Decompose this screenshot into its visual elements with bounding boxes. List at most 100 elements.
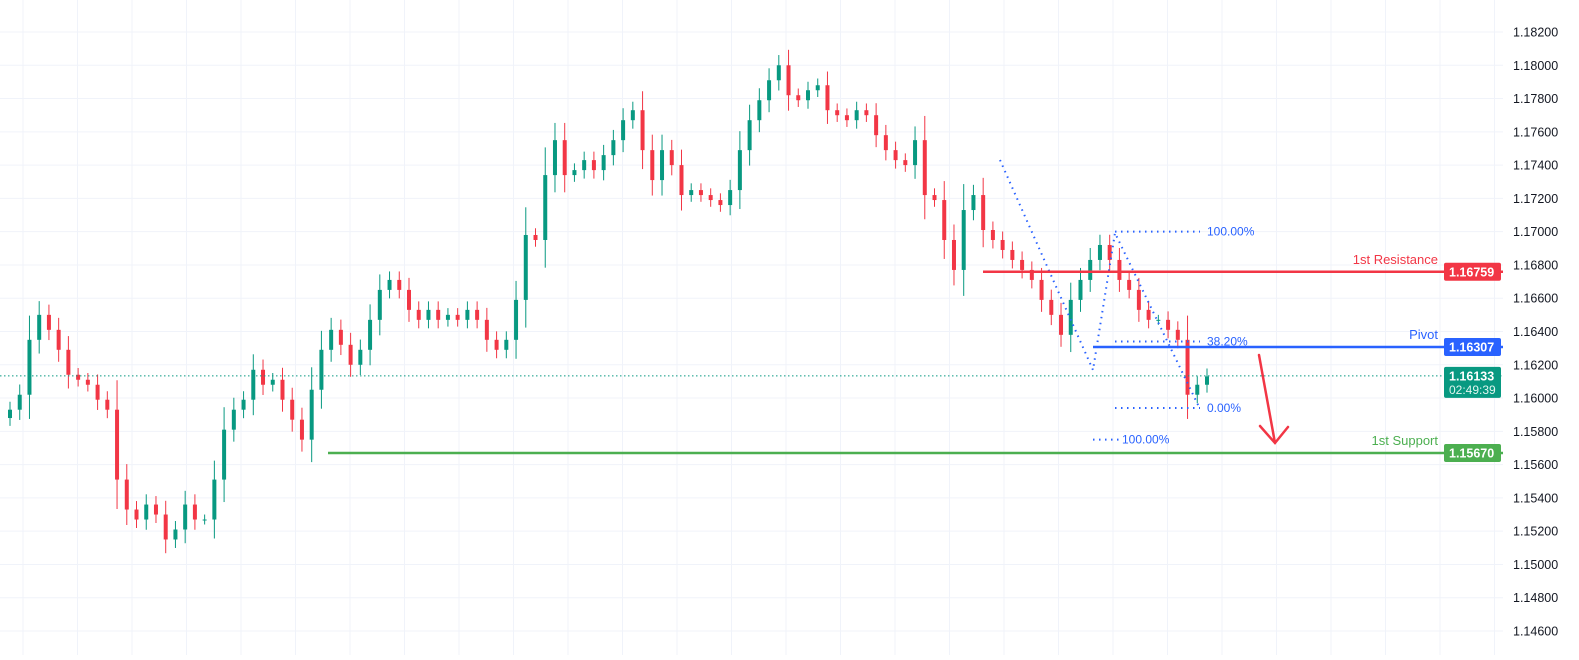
- price-axis-tick: 1.16800: [1513, 258, 1558, 272]
- fib-label: 0.00%: [1207, 401, 1241, 415]
- price-axis[interactable]: 1.18200 1.18000 1.17800 1.17600 1.17400 1.172…: [1513, 26, 1558, 639]
- candle-body: [445, 314, 450, 320]
- candle-body: [786, 65, 791, 96]
- candle-body: [95, 384, 100, 400]
- price-axis-tick: 1.17200: [1513, 192, 1558, 206]
- candle-body: [46, 314, 51, 330]
- candle-body: [903, 160, 908, 166]
- candle-body: [115, 409, 120, 480]
- fib-label: 38.20%: [1207, 334, 1248, 348]
- candle-body: [981, 195, 986, 231]
- candle-body: [377, 289, 382, 320]
- candle-body: [358, 349, 363, 365]
- candle-body: [261, 369, 266, 385]
- candle-body: [1166, 319, 1171, 330]
- candle-body: [494, 339, 499, 350]
- candle-body: [280, 379, 285, 400]
- candle-body: [1020, 259, 1025, 270]
- candle-body: [183, 504, 188, 530]
- price-axis-tick: 1.17800: [1513, 92, 1558, 106]
- candle-body: [1117, 259, 1122, 280]
- candle-body: [231, 409, 236, 430]
- candle-body: [397, 279, 402, 290]
- candle-body: [241, 399, 246, 410]
- candle-body: [611, 140, 616, 156]
- candle-body: [368, 319, 373, 350]
- candle-body: [1000, 239, 1005, 250]
- fib-label: 100.00%: [1122, 433, 1170, 447]
- candle-body: [514, 299, 519, 340]
- candle-body: [864, 110, 869, 116]
- candle-body: [728, 190, 733, 206]
- price-axis-tick: 1.18200: [1513, 26, 1558, 40]
- candle-body: [932, 195, 937, 201]
- candle-body: [56, 329, 61, 350]
- support-price: 1.15670: [1449, 446, 1494, 460]
- candle-body: [436, 309, 441, 320]
- bar-countdown: 02:49:39: [1449, 383, 1496, 397]
- candle-body: [85, 379, 90, 385]
- candle-body: [913, 140, 918, 166]
- candle-body: [484, 319, 489, 340]
- resistance-price: 1.16759: [1449, 265, 1494, 279]
- candle-body: [134, 509, 139, 520]
- candle-body: [825, 85, 830, 111]
- candle-body: [1029, 269, 1034, 280]
- candle-body: [1049, 299, 1054, 315]
- levels[interactable]: 1st Resistance Pivot 1st Support: [328, 252, 1503, 455]
- price-axis-tick: 1.15000: [1513, 558, 1558, 572]
- candle-body: [698, 190, 703, 196]
- candle-body: [1039, 279, 1044, 300]
- candle-body: [1146, 309, 1151, 320]
- candle-body: [202, 519, 207, 521]
- candle-body: [37, 314, 42, 340]
- candle-body: [572, 170, 577, 176]
- price-axis-tick: 1.16200: [1513, 358, 1558, 372]
- candle-body: [669, 150, 674, 166]
- price-axis-tick: 1.14600: [1513, 625, 1558, 639]
- candle-body: [835, 110, 840, 116]
- price-tags: 1.16759 1.16307 1.15670 1.16133 02:49:39: [1444, 262, 1501, 462]
- candle-body: [144, 504, 149, 520]
- price-axis-tick: 1.15600: [1513, 458, 1558, 472]
- candle-body: [387, 279, 392, 290]
- candle-body: [942, 200, 947, 240]
- candle-body: [767, 80, 772, 101]
- candle-body: [562, 140, 567, 176]
- candle-body: [883, 135, 888, 151]
- candle-body: [8, 409, 12, 419]
- candle-body: [971, 195, 976, 211]
- candle-body: [1205, 376, 1209, 385]
- pivot-price-tag: [1444, 337, 1501, 356]
- price-axis-tick: 1.16400: [1513, 325, 1558, 339]
- candle-body: [27, 339, 32, 395]
- price-axis-tick: 1.17000: [1513, 225, 1558, 239]
- candle-body: [1185, 339, 1190, 395]
- candle-body: [1097, 244, 1102, 260]
- candle-body: [660, 150, 665, 181]
- candle-body: [543, 175, 548, 240]
- candle-body: [348, 344, 353, 365]
- candle-body: [874, 115, 879, 136]
- candle-body: [309, 389, 314, 440]
- candle-body: [1010, 249, 1015, 260]
- candle-body: [621, 120, 626, 141]
- candle-body: [747, 120, 752, 151]
- price-axis-tick: 1.16000: [1513, 392, 1558, 406]
- candle-body: [815, 85, 820, 91]
- candle-body: [922, 140, 927, 196]
- candle-body: [105, 399, 110, 410]
- candle-body: [222, 429, 227, 480]
- fibonacci-drawing[interactable]: 100.00% 38.20% 0.00% 100.00%: [999, 159, 1255, 447]
- fib-label: 100.00%: [1207, 225, 1255, 239]
- candle-body: [951, 239, 956, 270]
- candle-body: [689, 190, 694, 196]
- candle-body: [329, 329, 334, 350]
- candle-body: [844, 115, 849, 121]
- price-axis-tick: 1.17400: [1513, 159, 1558, 173]
- fib-zigzag-line: [999, 159, 1201, 410]
- price-axis-tick: 1.16600: [1513, 292, 1558, 306]
- candle-body: [124, 479, 129, 510]
- candle-body: [990, 230, 995, 240]
